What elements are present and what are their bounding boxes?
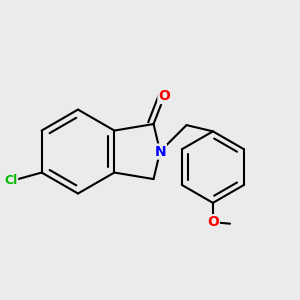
Text: O: O bbox=[207, 215, 219, 229]
Text: Cl: Cl bbox=[4, 174, 17, 187]
Text: O: O bbox=[158, 89, 170, 103]
Text: N: N bbox=[154, 145, 166, 159]
